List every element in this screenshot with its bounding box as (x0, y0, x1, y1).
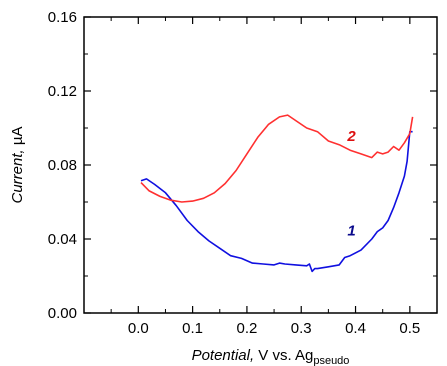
series-2-label: 2 (346, 128, 356, 145)
x-axis-title-plain: V vs. Ag (254, 347, 313, 364)
y-tick-label: 0.00 (48, 305, 77, 322)
x-tick-label: 0.0 (128, 320, 149, 337)
axis-labels: 0.0 0.1 0.2 0.3 0.4 0.5 0.00 0.04 0.08 0.12 0.16 1 2… (9, 9, 420, 366)
plot-series (140, 114, 414, 273)
y-axis-title: Current, µA (9, 126, 26, 203)
y-axis-title-plain: µA (9, 126, 26, 149)
y-tick-label: 0.04 (48, 231, 77, 248)
x-axis-title: Potential, V vs. Agpseudo (192, 347, 350, 366)
plot-frame (83, 16, 438, 314)
series-1-label: 1 (347, 222, 355, 239)
y-tick-label: 0.12 (48, 83, 77, 100)
x-tick-label: 0.5 (399, 320, 420, 337)
series-1-line (140, 130, 413, 273)
y-axis-title-italic: Current, (9, 149, 26, 203)
x-tick-label: 0.2 (236, 320, 257, 337)
axes (83, 16, 438, 314)
x-tick-label: 0.3 (291, 320, 312, 337)
x-axis-title-subscript: pseudo (313, 355, 349, 366)
series-2-line (140, 114, 414, 203)
y-tick-label: 0.16 (48, 9, 77, 26)
x-tick-label: 0.1 (182, 320, 203, 337)
x-axis-title-italic: Potential, (192, 347, 255, 364)
x-tick-label: 0.4 (345, 320, 366, 337)
y-tick-label: 0.08 (48, 157, 77, 174)
